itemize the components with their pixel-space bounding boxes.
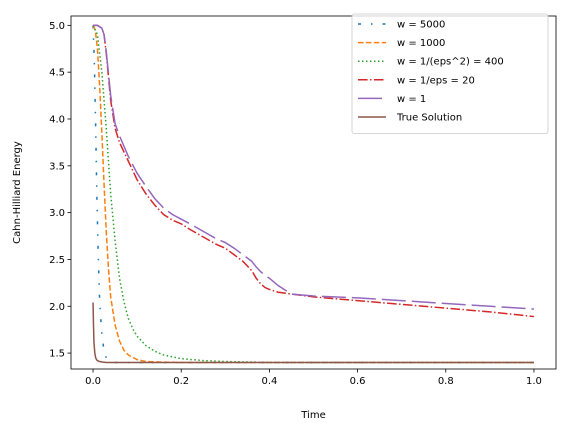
axes-frame <box>70 15 557 370</box>
y-tick-label: 3.5 <box>49 161 65 172</box>
y-tick-label: 4.0 <box>49 114 65 125</box>
x-tick-label: 0.0 <box>85 376 101 387</box>
y-tick-label: 5.0 <box>49 21 65 32</box>
x-tick-label: 0.8 <box>438 376 454 387</box>
y-tick-label: 3.0 <box>49 208 65 219</box>
y-tick-label: 4.5 <box>49 68 65 79</box>
series-line-2 <box>92 25 534 364</box>
legend-label: w = 1/eps = 20 <box>397 75 475 86</box>
legend: w = 5000 w = 1000 w = 1/(eps^2) = 400 w = 1… <box>351 13 549 134</box>
y-tick-label: 2.5 <box>49 255 65 266</box>
x-axis: 0.0 0.2 0.4 0.6 0.8 1.0 <box>85 369 542 387</box>
y-axis: 1.5 2.0 2.5 3.0 3.5 4.0 4.5 5.0 <box>49 21 71 360</box>
legend-label: w = 1000 <box>397 38 445 49</box>
y-tick-label: 2.0 <box>49 302 65 313</box>
y-axis-label: Cahn-Hilliard Energy <box>12 141 23 244</box>
series-line-5 <box>93 24 534 310</box>
legend-label: w = 1/(eps^2) = 400 <box>397 57 504 68</box>
legend-label: w = 5000 <box>397 20 445 31</box>
legend-label: True Solution <box>396 113 462 124</box>
legend-box <box>351 13 549 134</box>
x-tick-label: 0.6 <box>350 376 366 387</box>
y-tick-label: 1.5 <box>49 349 65 360</box>
plot-area <box>92 24 535 364</box>
legend-label: w = 1 <box>397 94 426 105</box>
x-tick-label: 1.0 <box>526 376 542 387</box>
x-axis-label: Time <box>300 410 325 421</box>
x-tick-label: 0.2 <box>173 376 189 387</box>
series-line-6 <box>92 302 534 364</box>
x-tick-label: 0.4 <box>261 376 277 387</box>
